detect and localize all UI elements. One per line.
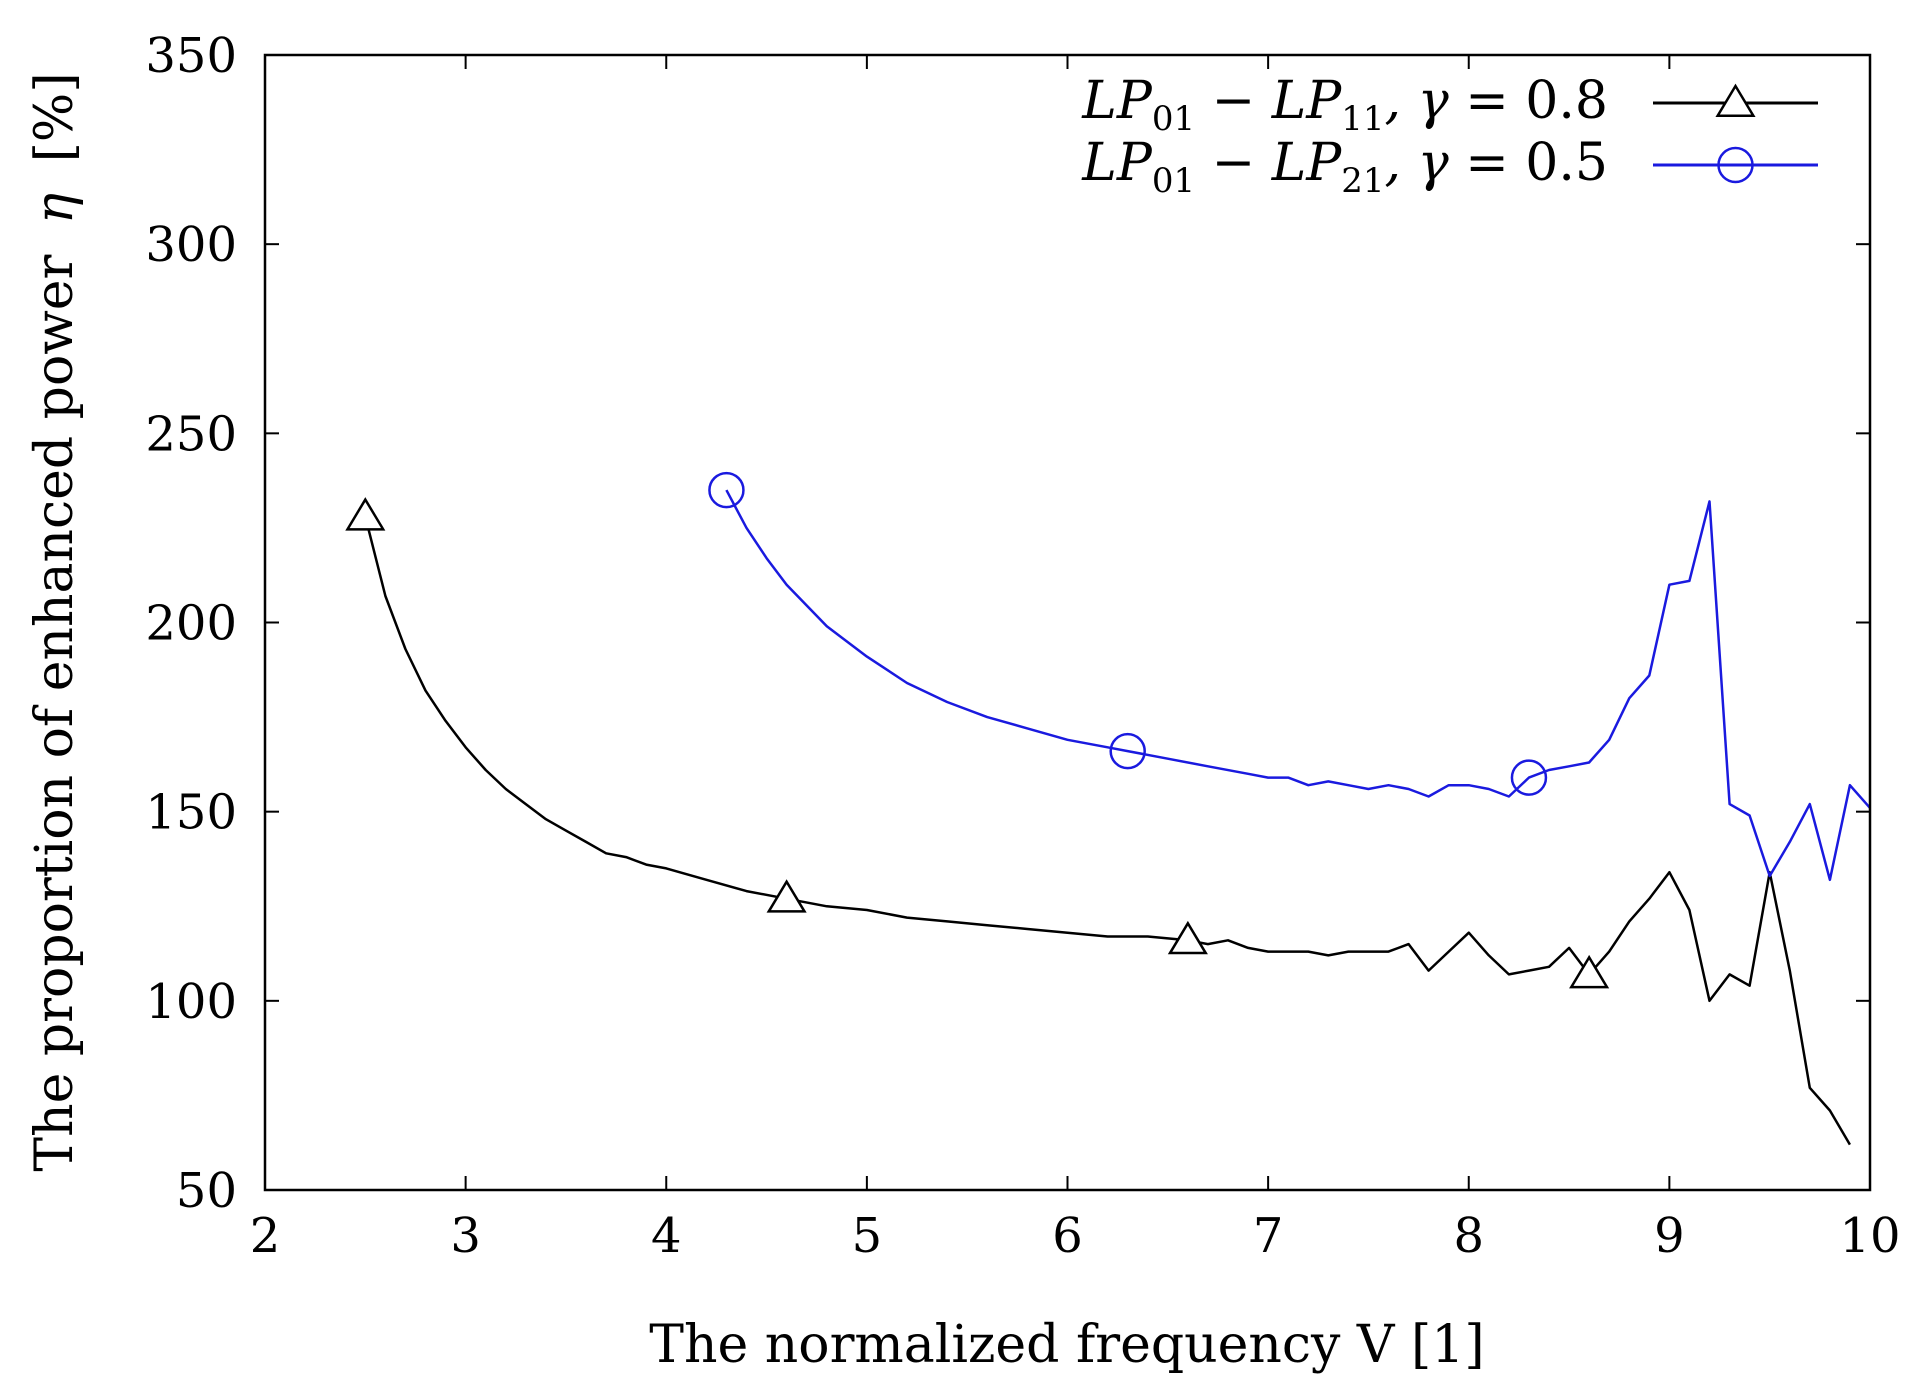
legend-label-lp21: LP01 − LP21, γ = 0.5 — [1081, 133, 1608, 201]
data-marker — [766, 879, 807, 913]
legend-marker-shape — [1715, 83, 1756, 117]
legend-marker-shape — [1717, 146, 1754, 184]
legend-marker-lp21 — [1717, 146, 1754, 184]
x-tick-label: 2 — [250, 1208, 281, 1264]
plot-frame — [263, 53, 1872, 1192]
series-line — [364, 516, 1851, 1146]
data-marker — [708, 471, 745, 509]
legend-entry-lp11: LP01 − LP11, γ = 0.8 — [1081, 71, 1818, 139]
legend-marker-lp11 — [1715, 83, 1756, 117]
y-tick-label: 200 — [145, 596, 237, 652]
series-line — [725, 489, 1871, 882]
data-marker — [1510, 759, 1548, 796]
data-marker — [1167, 920, 1208, 955]
y-axis-label-symbol: η — [25, 193, 85, 224]
x-tick-label: 3 — [450, 1208, 481, 1264]
x-tick-labels: 2 3 4 5 6 7 8 9 10 — [250, 1208, 1901, 1264]
x-tick-label: 9 — [1654, 1208, 1685, 1264]
y-tick-labels: 50 100 150 200 250 300 350 — [145, 28, 237, 1219]
y-tick-label: 300 — [145, 217, 237, 273]
data-marker — [1569, 954, 1610, 989]
x-tick-label: 10 — [1839, 1208, 1900, 1264]
y-tick-label: 350 — [145, 28, 237, 84]
y-axis-label: The proportion of enhanced power η [%] — [25, 72, 85, 1171]
x-tick-label: 7 — [1253, 1208, 1284, 1264]
x-tick-label: 5 — [852, 1208, 883, 1264]
x-tick-label: 8 — [1453, 1208, 1484, 1264]
y-tick-label: 50 — [176, 1163, 237, 1219]
series-layer — [345, 471, 1871, 1146]
legend-label-lp11: LP01 − LP11, γ = 0.8 — [1081, 71, 1608, 139]
series-lp21 — [708, 471, 1871, 882]
data-marker — [345, 497, 386, 531]
y-tick-label: 100 — [145, 974, 237, 1030]
y-axis-label-text: The proportion of enhanced power — [25, 254, 85, 1171]
y-axis-label-unit: [%] — [25, 72, 85, 162]
legend: LP01 − LP11, γ = 0.8 LP01 − LP21, γ = 0.… — [1081, 71, 1818, 201]
x-axis-label: The normalized frequency V [1] — [649, 1315, 1484, 1375]
y-tick-label: 250 — [145, 406, 237, 462]
x-tick-label: 4 — [651, 1208, 682, 1264]
y-tick-label: 150 — [145, 785, 237, 841]
x-tick-label: 6 — [1052, 1208, 1083, 1264]
series-lp11 — [345, 497, 1851, 1146]
data-marker — [1109, 732, 1146, 770]
legend-entry-lp21: LP01 − LP21, γ = 0.5 — [1081, 133, 1818, 201]
